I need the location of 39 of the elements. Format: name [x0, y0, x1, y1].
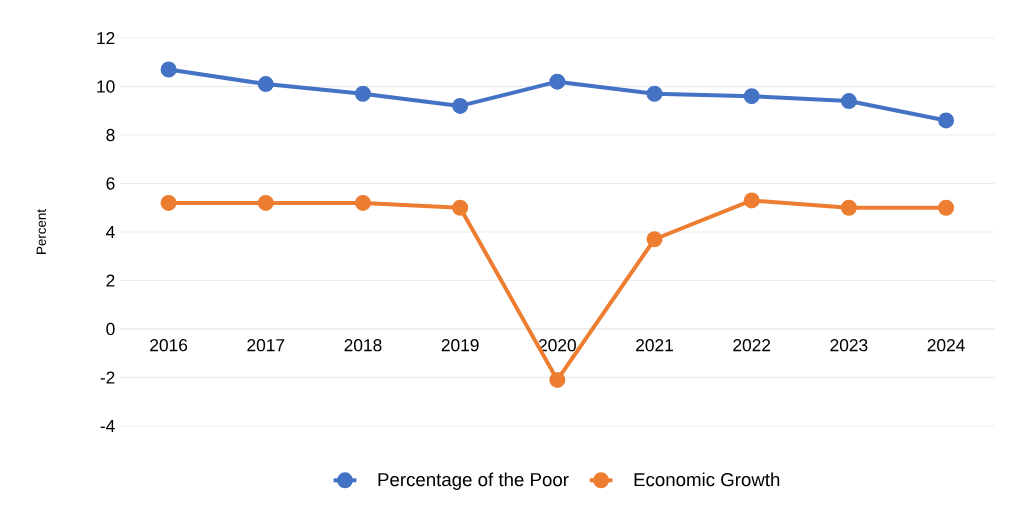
y-tick-label: 2: [106, 274, 115, 287]
point: [646, 85, 663, 102]
x-tick-label: 2023: [830, 339, 868, 352]
y-tick-label: 8: [106, 128, 115, 142]
point: [549, 371, 566, 388]
x-tick-label: 2018: [344, 339, 382, 352]
y-tick-label: 6: [106, 177, 115, 190]
legend-label: Percentage of the Poor: [378, 472, 569, 490]
point: [743, 192, 760, 209]
point: [840, 199, 857, 216]
legend-label: Economic Growth: [634, 472, 780, 487]
point: [452, 97, 469, 114]
y-tick-label: 12: [97, 31, 115, 45]
point: [743, 88, 760, 105]
point: [452, 199, 469, 216]
y-tick-label: -4: [100, 420, 115, 432]
point: [354, 194, 371, 211]
point: [646, 231, 663, 248]
x-tick-label: 2020: [538, 339, 576, 352]
x-tick-label: 2016: [150, 339, 188, 352]
y-tick-label: 4: [106, 226, 115, 238]
y-tick-label: 10: [97, 80, 115, 93]
point: [840, 93, 857, 110]
x-tick-label: 2024: [927, 339, 965, 352]
y-tick-label: 0: [106, 322, 115, 336]
point: [160, 194, 177, 211]
point: [160, 61, 177, 78]
point: [938, 112, 955, 129]
point: [938, 199, 955, 216]
x-tick-label: 2021: [636, 339, 673, 352]
x-tick-label: 2022: [733, 339, 771, 352]
y-axis-title: Percent: [36, 209, 46, 254]
x-tick-label: 2019: [441, 339, 479, 352]
point: [549, 73, 566, 90]
y-tick-label: -2: [100, 371, 115, 384]
point: [354, 85, 371, 102]
x-tick-label: 2017: [247, 339, 285, 352]
point: [257, 194, 274, 211]
point: [257, 76, 274, 93]
